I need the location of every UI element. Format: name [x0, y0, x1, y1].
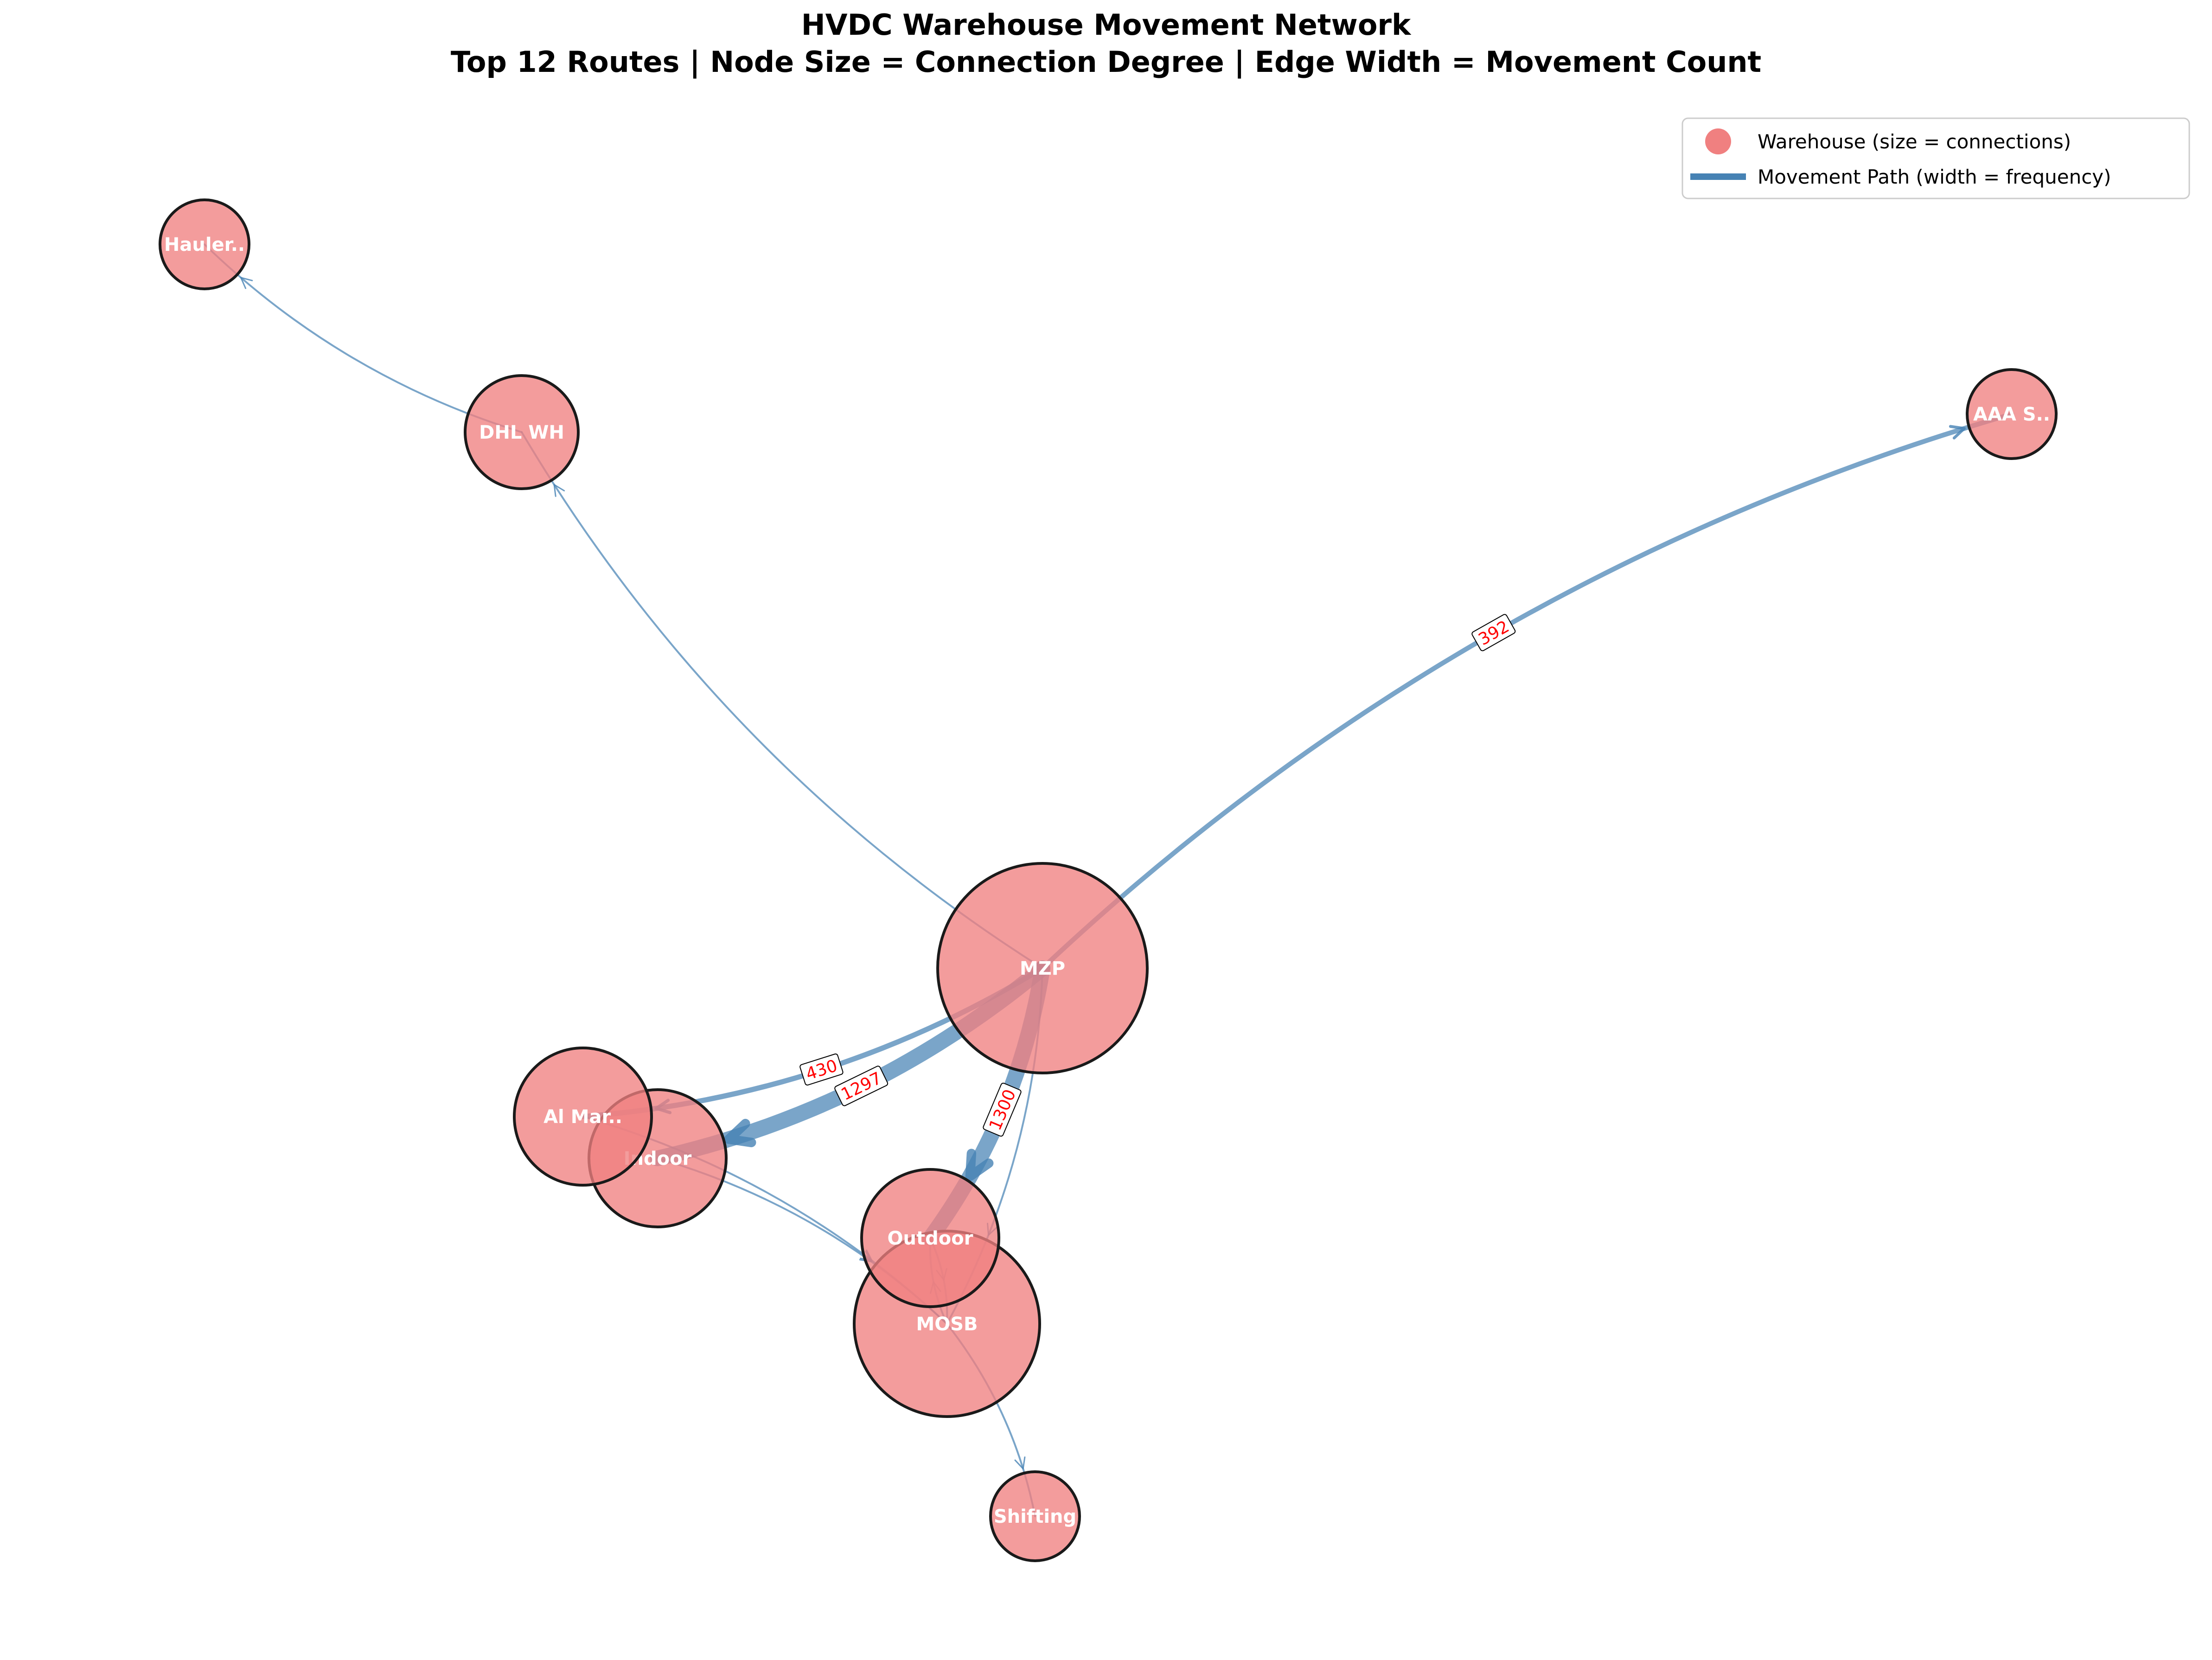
- edge-label-box: [983, 1082, 1022, 1137]
- legend-edge-label: Movement Path (width = frequency): [1758, 166, 2111, 188]
- node-dhl: DHL WH: [464, 374, 580, 490]
- node-circle-aaa: [1966, 368, 2058, 460]
- node-label-outdoor: Outdoor: [888, 1228, 973, 1249]
- node-label-hauler: Hauler..: [164, 234, 245, 255]
- arrowhead-dhl-to-hauler: [240, 277, 253, 289]
- node-circle-shifting: [989, 1470, 1081, 1562]
- arrowhead-mzp-to-aaa: [1949, 425, 1966, 440]
- edge-label-mzp-to-aaa: 392: [1471, 614, 1516, 651]
- edge-label-mzp-to-almar: 430: [799, 1053, 844, 1086]
- legend-node-swatch: [1705, 128, 1731, 154]
- diagram-title: HVDC Warehouse Movement Network Top 12 R…: [451, 8, 1761, 79]
- edge-mzp-to-dhl: [521, 431, 1043, 969]
- legend-node-label: Warehouse (size = connections): [1758, 130, 2071, 153]
- arrowhead-mosb-to-shifting: [1014, 1456, 1026, 1469]
- edge-label-box: [799, 1053, 844, 1086]
- node-label-mzp: MZP: [1020, 958, 1065, 979]
- edge-mzp-to-aaa: [1040, 411, 2014, 971]
- edge-label-box: [834, 1066, 889, 1106]
- title-line-2: Top 12 Routes | Node Size = Connection D…: [451, 45, 1761, 79]
- edge-label-box: [1471, 614, 1516, 651]
- node-label-mosb: MOSB: [916, 1314, 978, 1335]
- node-label-dhl: DHL WH: [479, 422, 564, 443]
- node-mzp: MZP: [936, 862, 1149, 1074]
- node-outdoor: Outdoor: [860, 1168, 1000, 1308]
- node-shifting: Shifting: [989, 1470, 1081, 1562]
- node-circle-outdoor: [860, 1168, 1000, 1308]
- node-circle-dhl: [464, 374, 580, 490]
- legend-box: [1681, 117, 2190, 199]
- node-circle-mzp: [936, 862, 1149, 1074]
- node-label-shifting: Shifting: [994, 1506, 1076, 1527]
- edge-label-mzp-to-outdoor: 1300: [983, 1082, 1022, 1137]
- node-label-almar: Al Mar..: [543, 1106, 622, 1128]
- legend: Warehouse (size = connections) Movement …: [1681, 117, 2190, 199]
- node-almar: Al Mar..: [513, 1047, 653, 1187]
- node-aaa: AAA S..: [1966, 368, 2058, 460]
- edge-label-text: 430: [804, 1056, 840, 1084]
- node-circle-hauler: [159, 198, 250, 290]
- node-circle-almar: [513, 1047, 653, 1187]
- arrowhead-mzp-to-indoor: [724, 1118, 756, 1148]
- arrowhead-mzp-to-dhl: [553, 484, 565, 497]
- arrowhead-mzp-to-outdoor: [965, 1149, 994, 1181]
- title-line-1: HVDC Warehouse Movement Network: [801, 8, 1412, 42]
- node-hauler: Hauler..: [159, 198, 250, 290]
- node-label-aaa: AAA S..: [1973, 404, 2050, 425]
